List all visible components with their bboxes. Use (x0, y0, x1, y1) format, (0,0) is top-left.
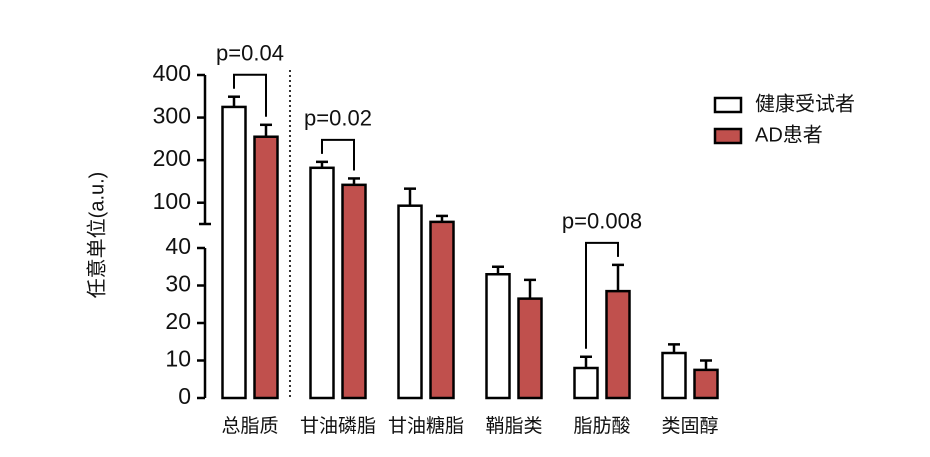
annotation: p=0.04 (216, 41, 284, 66)
x-tick-label: 甘油糖脂 (388, 415, 464, 437)
bar (605, 289, 631, 400)
y-tick-label: 10 (165, 346, 191, 372)
x-tick-label: 脂肪酸 (573, 415, 630, 437)
x-tick-label: 类固醇 (661, 415, 718, 437)
bar (693, 368, 719, 400)
bar (309, 166, 335, 400)
x-tick-label: 鞘脂类 (485, 415, 542, 437)
bar (253, 135, 279, 400)
legend-label: 健康受试者 (755, 92, 855, 115)
legend-label: AD患者 (755, 123, 823, 146)
y-tick-label: 20 (165, 308, 191, 334)
y-tick-label: 0 (178, 383, 191, 409)
y-tick-label: 100 (153, 188, 191, 214)
significance-bracket (321, 138, 355, 171)
y-tick-label: 30 (165, 271, 191, 297)
y-tick-label: 300 (153, 103, 191, 129)
bar (221, 105, 247, 400)
bar (429, 220, 455, 400)
y-tick-label: 40 (165, 233, 191, 259)
bar (485, 273, 511, 400)
significance-bracket (585, 241, 619, 349)
annotation: p=0.02 (304, 106, 372, 131)
bar (397, 204, 423, 400)
y-axis-label: 任意单位(a.u.) (85, 172, 108, 299)
x-tick-label: 总脂质 (221, 415, 278, 437)
y-tick-label: 400 (153, 60, 191, 86)
bar (341, 183, 367, 400)
significance-bracket (233, 73, 267, 117)
bar (517, 297, 543, 400)
bar (573, 366, 599, 400)
y-tick-label: 200 (153, 145, 191, 171)
legend-swatch (713, 127, 743, 145)
legend-swatch (713, 96, 743, 114)
x-tick-label: 甘油磷脂 (300, 415, 376, 437)
annotation: p=0.008 (562, 209, 642, 234)
bar (661, 351, 687, 400)
